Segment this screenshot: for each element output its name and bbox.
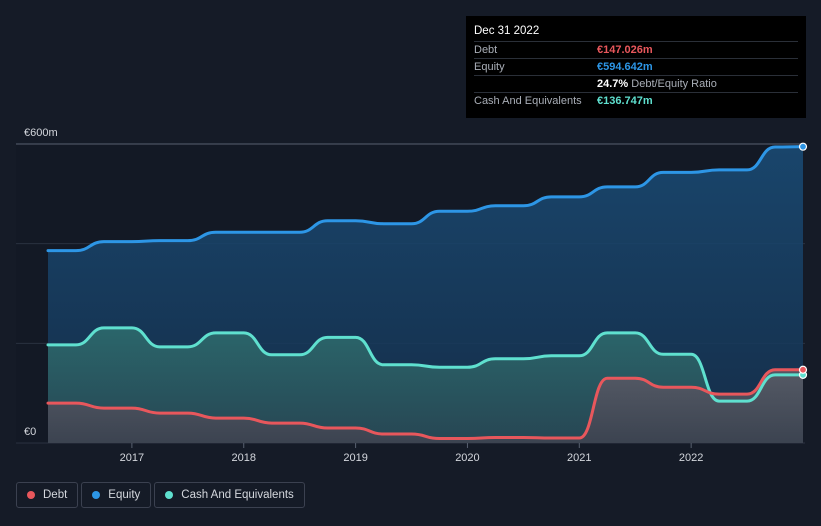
tooltip-ratio-value: 24.7% xyxy=(597,78,629,90)
endpoint-debt[interactable] xyxy=(798,365,808,374)
x-axis-ticks: 2017 2018 2019 2020 2021 2022 xyxy=(120,443,703,464)
line-equity xyxy=(46,145,805,253)
legend-item-equity[interactable]: Equity xyxy=(81,482,152,508)
y-tick-label: €600m xyxy=(24,127,58,139)
legend-dot-equity xyxy=(92,491,101,499)
tooltip-date: Dec 31 2022 xyxy=(474,25,540,37)
legend-item-debt[interactable]: Debt xyxy=(16,482,79,508)
legend-label-debt: Debt xyxy=(43,489,68,501)
x-tick-label: 2022 xyxy=(679,452,703,464)
tooltip-equity-value: €594.642m xyxy=(597,61,653,73)
legend-label-cash: Cash And Equivalents xyxy=(181,489,294,501)
legend-label-equity: Equity xyxy=(108,489,141,501)
x-tick-label: 2018 xyxy=(231,452,255,464)
legend-dot-cash xyxy=(165,491,174,499)
y-tick-label: €0 xyxy=(24,426,36,438)
series-lines xyxy=(46,145,805,441)
tooltip-row-debt: Debt €147.026m xyxy=(474,41,798,58)
x-tick-label: 2020 xyxy=(455,452,479,464)
tooltip-row-ratio: 24.7% Debt/Equity Ratio xyxy=(474,75,798,92)
series-endpoints[interactable] xyxy=(798,142,808,379)
legend-item-cash[interactable]: Cash And Equivalents xyxy=(154,482,305,508)
tooltip-ratio-value-wrap: 24.7% Debt/Equity Ratio xyxy=(597,76,717,92)
tooltip-debt-label: Debt xyxy=(474,44,498,56)
tooltip-row-equity: Equity €594.642m xyxy=(474,58,798,75)
series-areas xyxy=(48,146,803,444)
tooltip-debt-value: €147.026m xyxy=(597,44,653,56)
tooltip-equity-label: Equity xyxy=(474,61,505,73)
area-debt xyxy=(48,369,803,443)
line-cash-and-equivalents xyxy=(46,326,805,403)
chart-legend: Debt Equity Cash And Equivalents xyxy=(16,482,308,510)
tooltip-row-cash: Cash And Equivalents €136.747m xyxy=(474,92,798,109)
tooltip-ratio-label: Debt/Equity Ratio xyxy=(631,78,717,90)
tooltip-cash-label: Cash And Equivalents xyxy=(474,95,582,107)
line-debt xyxy=(46,368,805,441)
x-tick-label: 2017 xyxy=(120,452,144,464)
endpoint-equity[interactable] xyxy=(798,142,808,151)
legend-dot-debt xyxy=(27,491,35,499)
tooltip-panel: Dec 31 2022 Debt €147.026m Equity €594.6… xyxy=(466,16,806,118)
x-tick-label: 2019 xyxy=(343,452,367,464)
y-axis-ticks: €600m €0 xyxy=(24,127,58,438)
x-tick-label: 2021 xyxy=(567,452,591,464)
tooltip-cash-value: €136.747m xyxy=(597,95,653,107)
